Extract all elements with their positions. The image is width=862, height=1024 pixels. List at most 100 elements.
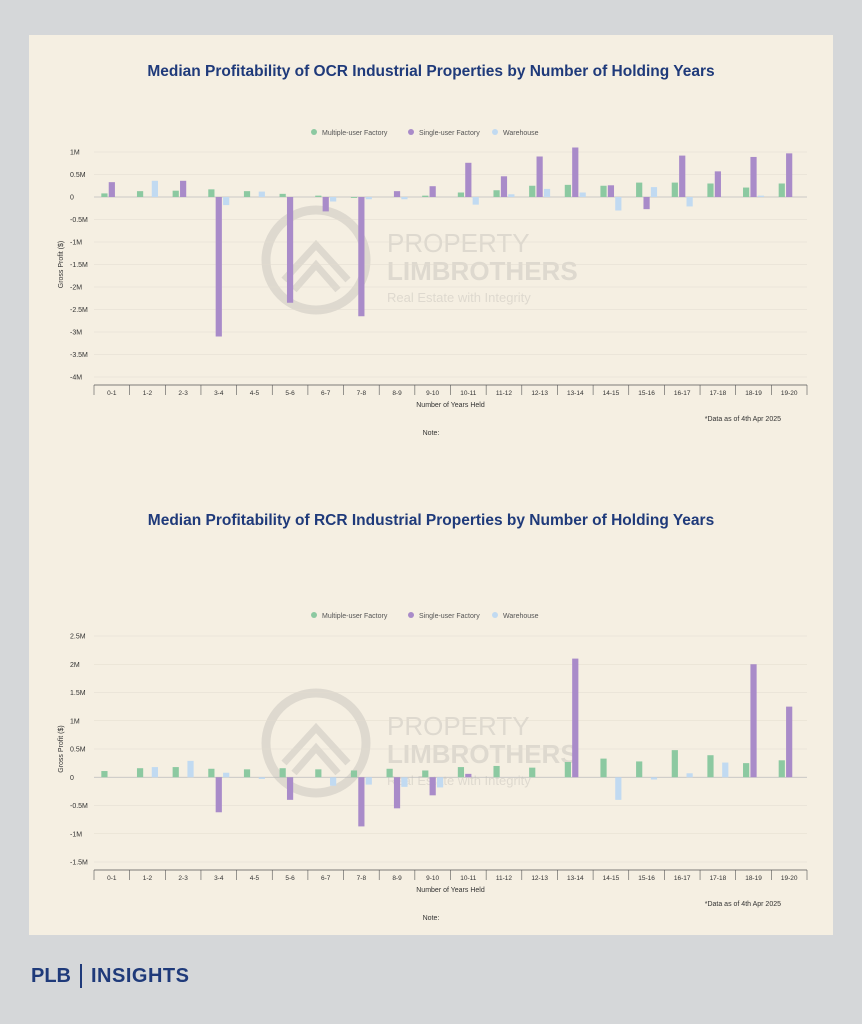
y-tick-label: 1M xyxy=(70,718,80,725)
bar xyxy=(572,147,579,197)
bar xyxy=(750,156,757,197)
bar xyxy=(322,197,329,212)
bar xyxy=(600,758,607,778)
bar xyxy=(615,777,622,800)
bar xyxy=(208,189,215,197)
bar xyxy=(722,762,729,778)
brand-left: PLB xyxy=(31,964,71,987)
y-tick-label: -1M xyxy=(70,831,82,838)
x-axis-label: Number of Years Held xyxy=(416,402,485,409)
x-tick-label: 16-17 xyxy=(674,390,691,397)
bar xyxy=(330,777,337,786)
x-tick-label: 13-14 xyxy=(567,875,584,882)
chart-title: Median Profitability of RCR Industrial P… xyxy=(147,512,715,529)
bar xyxy=(457,192,465,197)
x-tick-label: 7-8 xyxy=(357,390,367,397)
y-tick-label: -1.5M xyxy=(70,262,88,269)
bar xyxy=(386,768,393,778)
bar xyxy=(686,197,693,207)
brand-divider xyxy=(80,964,82,988)
x-tick-label: 5-6 xyxy=(285,875,295,882)
bar xyxy=(151,180,158,197)
bar xyxy=(151,767,158,778)
bar xyxy=(101,771,108,778)
bar xyxy=(543,188,551,197)
bar xyxy=(365,777,372,785)
bar xyxy=(607,185,615,197)
bar xyxy=(279,193,286,197)
x-tick-label: 17-18 xyxy=(710,390,727,397)
y-tick-label: 2.5M xyxy=(70,634,86,641)
x-tick-label: 10-11 xyxy=(460,390,477,397)
y-axis-label: Gross Profit ($) xyxy=(58,725,65,772)
bar xyxy=(258,191,265,197)
x-tick-label: 14-15 xyxy=(603,390,620,397)
chart-note: Note: xyxy=(423,430,440,437)
y-tick-label: 1.5M xyxy=(70,690,86,697)
y-tick-label: 0.5M xyxy=(70,747,86,754)
x-tick-label: 13-14 xyxy=(567,390,584,397)
bar xyxy=(136,768,144,778)
bar xyxy=(686,773,693,778)
y-tick-label: -0.5M xyxy=(70,217,88,224)
x-tick-label: 8-9 xyxy=(392,875,402,882)
bar xyxy=(743,763,750,778)
y-tick-label: -2.5M xyxy=(70,307,88,314)
x-tick-label: 6-7 xyxy=(321,875,331,882)
x-tick-label: 9-10 xyxy=(426,390,439,397)
bar xyxy=(465,773,472,778)
bar xyxy=(778,760,785,778)
bar xyxy=(536,156,543,197)
bar xyxy=(707,183,714,197)
x-tick-label: 17-18 xyxy=(710,875,727,882)
bar xyxy=(786,706,793,778)
x-tick-label: 12-13 xyxy=(531,875,548,882)
bar xyxy=(650,187,658,197)
x-tick-label: 2-3 xyxy=(178,875,188,882)
bar xyxy=(401,197,408,200)
x-tick-label: 12-13 xyxy=(531,390,548,397)
bar xyxy=(671,750,678,778)
bar xyxy=(465,162,472,197)
x-tick-label: 18-19 xyxy=(745,875,762,882)
bar xyxy=(422,770,429,778)
watermark-line1: PROPERTY xyxy=(387,228,530,258)
x-tick-label: 16-17 xyxy=(674,875,691,882)
bar xyxy=(500,176,508,197)
x-axis-label: Number of Years Held xyxy=(416,887,485,894)
watermark-line2: LIMBROTHERS xyxy=(387,739,578,769)
y-tick-label: -1M xyxy=(70,240,82,247)
bar xyxy=(643,197,650,210)
x-tick-label: 14-15 xyxy=(603,875,620,882)
bar xyxy=(472,197,479,205)
bar xyxy=(493,190,500,197)
plb-insights-logo: PLB INSIGHTS xyxy=(31,964,189,988)
bar xyxy=(422,195,429,197)
bar xyxy=(393,777,401,809)
legend-label: Single-user Factory xyxy=(419,613,480,620)
y-tick-label: -2M xyxy=(70,285,82,292)
x-tick-label: 11-12 xyxy=(496,875,513,882)
bar xyxy=(679,155,686,197)
bar xyxy=(315,195,322,197)
bar xyxy=(208,768,215,778)
bar xyxy=(279,768,286,778)
y-tick-label: -0.5M xyxy=(70,803,88,810)
rcr-chart-block: Median Profitability of RCR Industrial P… xyxy=(29,485,833,935)
bar xyxy=(350,197,358,198)
bar xyxy=(136,191,144,197)
bar xyxy=(215,197,222,337)
bar xyxy=(401,777,408,787)
x-tick-label: 11-12 xyxy=(496,390,513,397)
watermark-line3: Real Estate with Integrity xyxy=(387,290,531,305)
x-tick-label: 4-5 xyxy=(250,390,260,397)
bar xyxy=(757,195,765,197)
x-tick-label: 10-11 xyxy=(460,875,477,882)
bar xyxy=(714,171,721,197)
bar xyxy=(743,187,750,197)
bar xyxy=(243,769,251,778)
bar xyxy=(429,777,436,796)
bar xyxy=(572,658,579,778)
